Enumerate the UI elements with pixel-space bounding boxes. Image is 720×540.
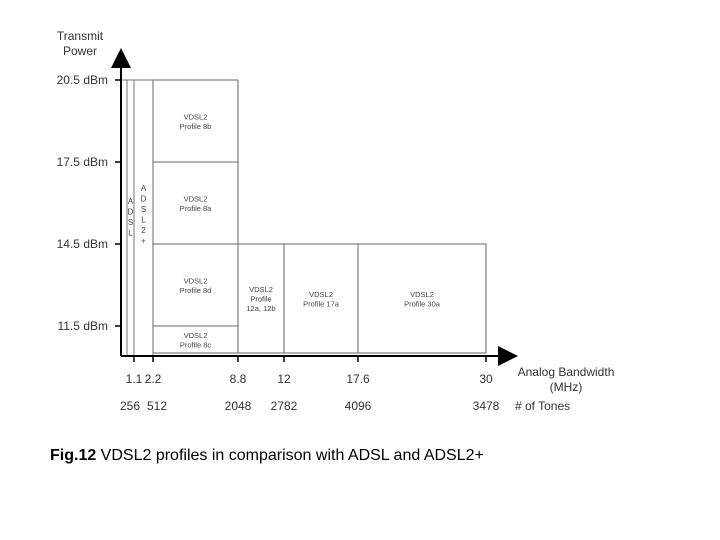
x-tick-label: 30 — [479, 372, 493, 386]
tone-label: 2048 — [225, 399, 252, 413]
tone-label: 256 — [120, 399, 140, 413]
profile-label: Profile 17a — [303, 299, 340, 308]
adsl2plus-letter: L — [141, 216, 146, 225]
profile-label: Profile 8a — [180, 204, 213, 213]
y-tick-label: 11.5 dBm — [58, 319, 108, 333]
adsl2plus-letter: S — [141, 205, 146, 214]
x-axis-ticks: 1.1 2.2 8.8 12 17.6 30 — [126, 356, 493, 386]
profile-label: VDSL2 — [184, 194, 208, 203]
x-tick-label: 1.1 — [126, 372, 143, 386]
profile-label: VDSL2 — [410, 290, 434, 299]
adsl-letter: S — [128, 218, 133, 227]
grid-lines — [121, 79, 154, 356]
adsl2plus-letter: D — [141, 195, 147, 204]
profile-label: Profile 8b — [180, 122, 212, 131]
profile-label: Profile 8c — [180, 340, 212, 349]
x-axis-title-line2: (MHz) — [550, 380, 583, 394]
profile-label: VDSL2 — [309, 290, 333, 299]
profile-label: VDSL2 — [184, 112, 208, 121]
profile-label: Profile 30a — [404, 299, 441, 308]
y-tick-label: 20.5 dBm — [57, 73, 108, 87]
y-tick-label: 14.5 dBm — [57, 237, 108, 251]
y-axis-ticks: 20.5 dBm 17.5 dBm 14.5 dBm 11.5 dBm — [57, 73, 121, 333]
profile-label: VDSL2 — [184, 276, 208, 285]
x-tick-label: 8.8 — [230, 372, 247, 386]
x-tick-label: 17.6 — [346, 372, 370, 386]
y-axis-title-line2: Power — [63, 44, 97, 58]
figure-number: Fig.12 — [50, 447, 97, 464]
profile-label: VDSL2 — [249, 285, 273, 294]
profile-box — [357, 243, 487, 354]
tone-tick-labels: 256 512 2048 2782 4096 3478 — [120, 399, 500, 413]
profile-label: Profile — [250, 295, 271, 304]
y-tick-label: 17.5 dBm — [57, 155, 108, 169]
tone-label: 3478 — [473, 399, 500, 413]
adsl2plus-letter: + — [141, 237, 146, 246]
adsl-letter: L — [128, 229, 133, 238]
adsl-letter: D — [128, 208, 134, 217]
tone-label: 512 — [147, 399, 167, 413]
adsl2plus-letter: A — [141, 184, 147, 193]
x-tick-label: 2.2 — [145, 372, 162, 386]
adsl-letter: A — [128, 197, 134, 206]
x-tick-label: 12 — [277, 372, 291, 386]
figure-caption: Fig.12 VDSL2 profiles in comparison with… — [50, 447, 484, 465]
profile-label: 12a, 12b — [246, 304, 275, 313]
tones-axis-title: # of Tones — [515, 399, 570, 413]
caption-text: VDSL2 profiles in comparison with ADSL a… — [96, 447, 484, 464]
tone-label: 2782 — [271, 399, 298, 413]
adsl-region: ADSL — [128, 197, 134, 238]
adsl2plus-letter: 2 — [141, 226, 146, 235]
tone-label: 4096 — [345, 399, 372, 413]
profile-label: Profile 8d — [180, 286, 212, 295]
x-axis-title-line1: Analog Bandwidth — [518, 365, 615, 379]
adsl2plus-region: ADSL2 + — [141, 184, 147, 246]
profile-label: VDSL2 — [184, 331, 208, 340]
y-axis-title-line1: Transmit — [57, 29, 104, 43]
